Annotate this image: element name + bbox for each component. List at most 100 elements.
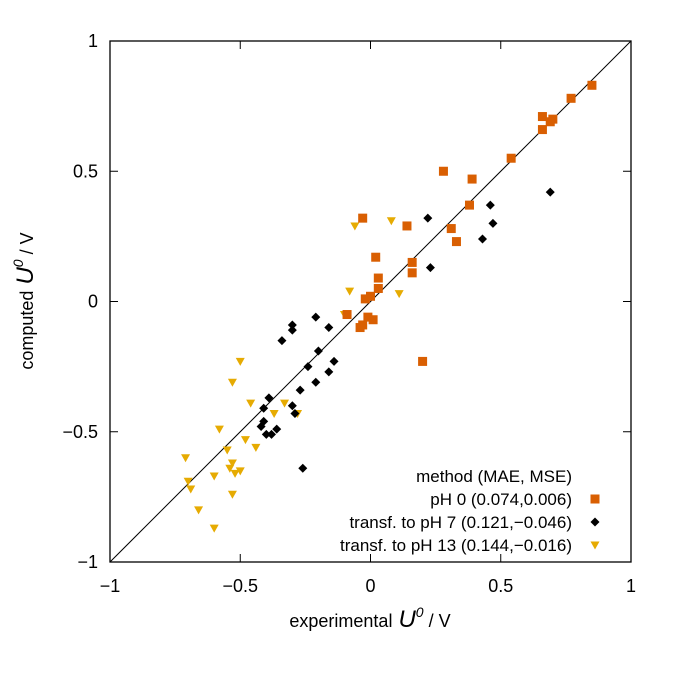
data-point-triangle-down bbox=[194, 506, 204, 515]
data-point-triangle-down bbox=[345, 287, 355, 296]
data-point-triangle-down bbox=[214, 425, 224, 434]
data-point-triangle-down bbox=[235, 467, 245, 476]
data-point-diamond bbox=[287, 325, 297, 335]
y-axis-title: computed U0 / V bbox=[10, 232, 39, 369]
y-axis-title-text: computed bbox=[17, 291, 37, 370]
y-tick-label: 0 bbox=[88, 292, 98, 312]
data-point-diamond bbox=[478, 234, 488, 244]
legend-label-ph13: transf. to pH 13 (0.144,−0.016) bbox=[340, 536, 572, 555]
data-point-square bbox=[537, 125, 547, 135]
data-points bbox=[181, 80, 597, 533]
data-point-triangle-down bbox=[394, 290, 404, 299]
y-tick-label: −1 bbox=[77, 552, 98, 572]
data-point-diamond bbox=[287, 320, 297, 330]
data-point-diamond bbox=[267, 429, 277, 439]
legend-markers bbox=[590, 494, 600, 550]
data-point-square bbox=[360, 294, 370, 304]
axis-ticks: −1 −0.5 0 0.5 1 −1 −0.5 0 0.5 1 bbox=[62, 31, 636, 596]
data-point-triangle-down bbox=[227, 490, 237, 499]
data-point-triangle-down bbox=[235, 357, 245, 366]
data-point-square bbox=[342, 310, 352, 320]
data-point-square bbox=[358, 320, 368, 330]
data-point-triangle-down bbox=[186, 485, 196, 494]
data-point-diamond bbox=[261, 429, 271, 439]
data-point-triangle-down bbox=[183, 477, 193, 486]
data-point-triangle-down bbox=[280, 399, 290, 408]
data-point-diamond bbox=[277, 336, 287, 346]
y-tick-label: 1 bbox=[88, 31, 98, 51]
data-point-triangle-down bbox=[246, 399, 256, 408]
data-point-diamond bbox=[303, 362, 313, 372]
data-point-diamond bbox=[272, 424, 282, 434]
data-point-triangle-down bbox=[209, 472, 219, 481]
data-point-square bbox=[363, 312, 373, 322]
data-point-square bbox=[537, 112, 547, 122]
legend-marker-triangle-down bbox=[590, 541, 600, 550]
data-point-square bbox=[418, 356, 428, 366]
data-point-triangle-down bbox=[350, 222, 360, 231]
data-point-square bbox=[407, 257, 417, 267]
y-axis-superscript: 0 bbox=[10, 259, 26, 267]
y-tick-label: −0.5 bbox=[62, 422, 98, 442]
data-point-diamond bbox=[287, 401, 297, 411]
x-tick-label: 1 bbox=[626, 576, 636, 596]
x-tick-label: 0 bbox=[365, 576, 375, 596]
data-point-diamond bbox=[295, 385, 305, 395]
data-point-diamond bbox=[485, 200, 495, 210]
data-point-square bbox=[446, 224, 456, 234]
data-point-diamond bbox=[329, 356, 339, 366]
data-point-triangle-down bbox=[209, 524, 219, 533]
legend: method (MAE, MSE) pH 0 (0.074,0.006) tra… bbox=[340, 467, 600, 555]
data-point-triangle-down bbox=[222, 446, 232, 455]
data-point-square bbox=[366, 291, 375, 301]
data-point-square bbox=[464, 200, 474, 210]
data-point-square bbox=[407, 268, 417, 278]
x-axis-symbol: U bbox=[398, 606, 416, 633]
data-point-diamond bbox=[256, 422, 266, 432]
data-point-square bbox=[402, 221, 412, 231]
data-point-square bbox=[566, 93, 576, 103]
data-point-diamond bbox=[259, 403, 269, 413]
x-axis-title: experimental U0 / V bbox=[289, 604, 450, 633]
data-point-triangle-down bbox=[227, 459, 237, 468]
data-point-triangle-down bbox=[386, 217, 396, 226]
data-point-diamond bbox=[264, 393, 274, 403]
legend-label-ph7: transf. to pH 7 (0.121,−0.046) bbox=[349, 513, 572, 532]
data-point-diamond bbox=[313, 346, 323, 356]
x-axis-superscript: 0 bbox=[416, 604, 424, 620]
data-point-square bbox=[506, 153, 516, 163]
data-point-diamond bbox=[298, 463, 308, 473]
data-point-square bbox=[373, 283, 383, 293]
legend-label-ph0: pH 0 (0.074,0.006) bbox=[430, 490, 572, 509]
data-point-diamond bbox=[324, 323, 334, 333]
data-point-diamond bbox=[290, 409, 300, 419]
y-tick-label: 0.5 bbox=[73, 161, 98, 181]
data-point-square bbox=[545, 117, 555, 127]
data-point-diamond bbox=[311, 312, 321, 322]
x-axis-unit: / V bbox=[424, 611, 451, 631]
data-point-square bbox=[358, 213, 368, 223]
data-point-square bbox=[467, 174, 477, 184]
data-point-diamond bbox=[311, 377, 321, 387]
data-point-diamond bbox=[324, 367, 334, 377]
x-tick-label: 0.5 bbox=[488, 576, 513, 596]
x-tick-label: −0.5 bbox=[222, 576, 258, 596]
data-point-square bbox=[438, 166, 448, 176]
data-point-triangle-down bbox=[269, 410, 279, 419]
legend-marker-diamond bbox=[590, 517, 600, 527]
data-point-square bbox=[368, 315, 378, 325]
y-axis-unit: / V bbox=[17, 232, 37, 259]
data-point-triangle-down bbox=[251, 443, 261, 452]
data-point-square bbox=[451, 237, 461, 247]
data-point-triangle-down bbox=[230, 469, 240, 478]
data-point-square bbox=[371, 252, 381, 262]
data-point-diamond bbox=[425, 263, 435, 273]
legend-marker-square bbox=[590, 494, 600, 504]
data-point-square bbox=[587, 80, 597, 90]
y-axis-symbol: U bbox=[12, 267, 39, 285]
data-point-triangle-down bbox=[240, 436, 250, 445]
data-point-diamond bbox=[423, 213, 433, 223]
data-point-triangle-down bbox=[181, 454, 191, 463]
data-point-triangle-down bbox=[225, 464, 235, 473]
